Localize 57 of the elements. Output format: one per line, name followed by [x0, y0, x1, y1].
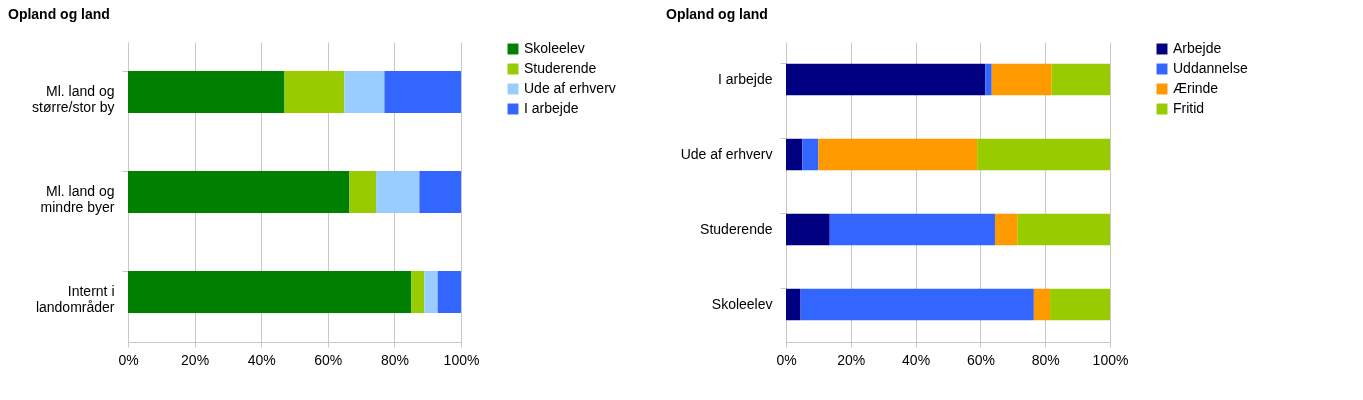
- bar: [437, 271, 461, 313]
- y-tick-label: I arbejde: [718, 70, 773, 87]
- bar: [128, 171, 350, 213]
- y-tick-label: Studerende: [700, 220, 773, 237]
- legend-label: I arbejde: [524, 100, 579, 116]
- bar: [1033, 288, 1051, 321]
- x-tick-label: 60%: [314, 351, 343, 368]
- x-tick-label: 0%: [776, 351, 797, 368]
- legend-label: Fritid: [1173, 100, 1205, 116]
- x-tick-label: 20%: [181, 351, 210, 368]
- y-tick-label: Ml. land og mindre byer: [40, 183, 115, 215]
- bar: [284, 71, 345, 113]
- x-tick-label: 40%: [247, 351, 276, 368]
- bar: [128, 71, 285, 113]
- bar: [128, 271, 412, 313]
- bar: [786, 213, 830, 246]
- chart-title: Opland og land: [666, 6, 768, 22]
- bar: [800, 288, 1034, 321]
- bar: [419, 171, 461, 213]
- bar: [786, 138, 803, 171]
- bar: [985, 63, 992, 96]
- legend-label: Ude af erhverv: [524, 80, 616, 96]
- bar: [349, 171, 377, 213]
- bar: [1017, 213, 1110, 246]
- x-tick-label: 60%: [966, 351, 995, 368]
- bar: [344, 71, 385, 113]
- legend-label: Uddannelse: [1173, 60, 1248, 76]
- bar: [786, 63, 986, 96]
- bar: [977, 138, 1110, 171]
- bar: [376, 171, 420, 213]
- bar: [384, 71, 461, 113]
- bar: [818, 138, 978, 171]
- bar: [994, 213, 1018, 246]
- y-tick-label: Ude af erhverv: [680, 145, 773, 162]
- y-tick-label: Skoleelev: [711, 295, 773, 312]
- legend-label: Arbejde: [1173, 40, 1222, 56]
- bar: [991, 63, 1052, 96]
- x-tick-label: 80%: [1031, 351, 1060, 368]
- bar: [1051, 63, 1110, 96]
- legend-label: Ærinde: [1173, 80, 1219, 96]
- y-tick-label: Internt i landområder: [35, 283, 115, 315]
- bar: [802, 138, 819, 171]
- bar: [411, 271, 425, 313]
- bar: [424, 271, 438, 313]
- x-tick-label: 20%: [837, 351, 866, 368]
- legend-label: Studerende: [524, 60, 597, 76]
- x-tick-label: 0%: [118, 351, 139, 368]
- x-tick-label: 100%: [1092, 351, 1129, 368]
- x-tick-label: 40%: [902, 351, 931, 368]
- x-tick-label: 80%: [380, 351, 409, 368]
- legend-label: Skoleelev: [524, 40, 585, 56]
- bar: [1050, 288, 1110, 321]
- chart-title: Opland og land: [8, 6, 110, 22]
- y-tick-label: Ml. land og større/stor by: [32, 83, 115, 115]
- bar: [829, 213, 995, 246]
- bar: [786, 288, 801, 321]
- x-tick-label: 100%: [443, 351, 480, 368]
